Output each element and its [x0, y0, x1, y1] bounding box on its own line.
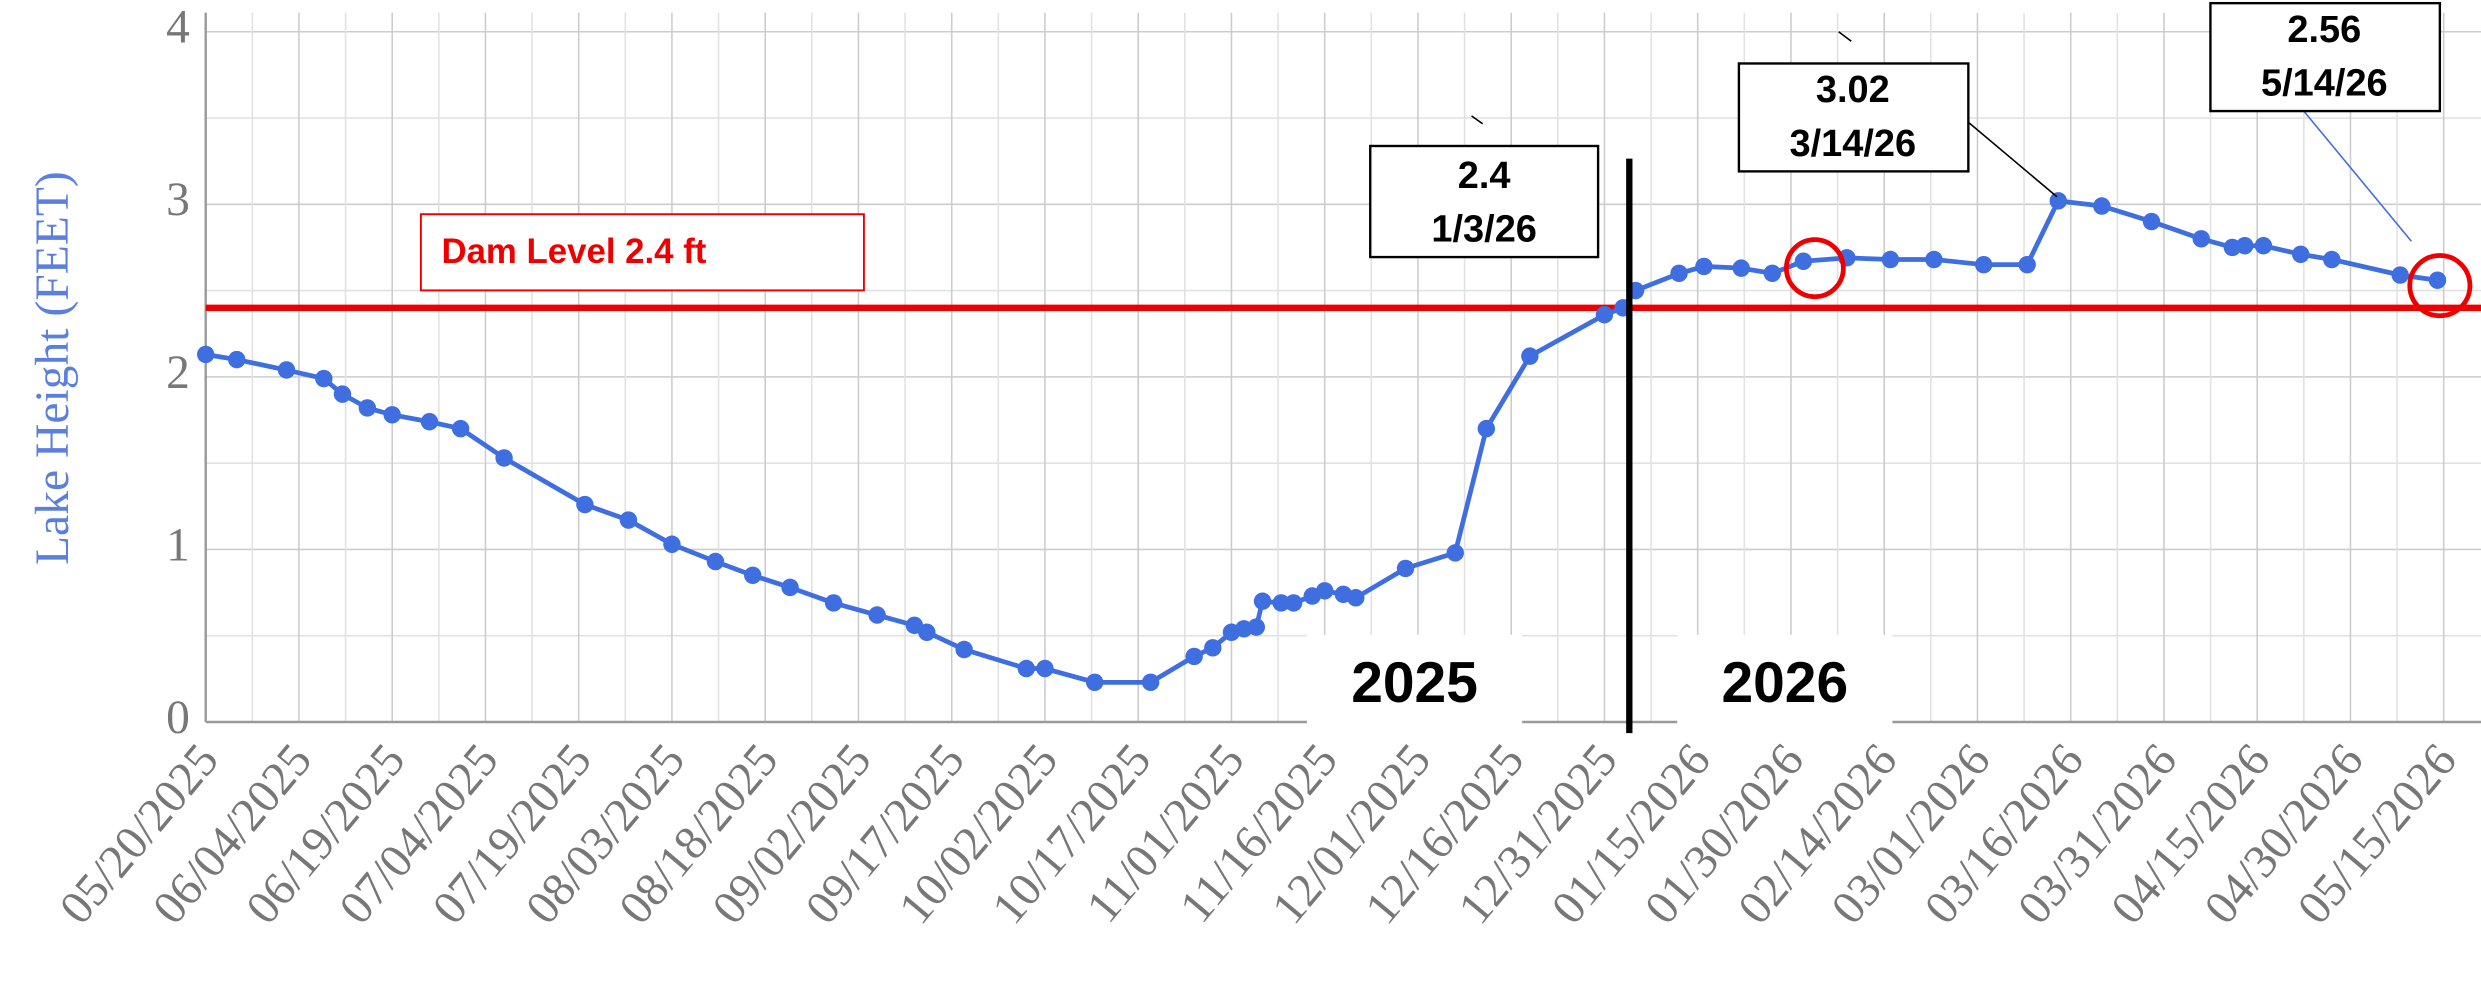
data-point — [2254, 236, 2273, 255]
data-point — [1595, 306, 1614, 324]
data-point — [1017, 659, 1035, 678]
year-label-bg — [1677, 634, 1893, 730]
data-point — [918, 623, 936, 641]
data-point — [1446, 544, 1464, 562]
data-point — [2049, 192, 2067, 210]
data-point — [2428, 271, 2447, 289]
annotation-text: 2.56 — [2287, 9, 2361, 51]
data-point — [955, 640, 973, 659]
y-tick-label: 1 — [166, 519, 190, 571]
data-point — [1881, 250, 1900, 269]
data-point — [619, 511, 638, 529]
data-point — [1521, 347, 1539, 365]
data-point — [277, 361, 296, 379]
data-point — [1185, 647, 1203, 666]
data-point — [1253, 592, 1272, 610]
data-point — [706, 552, 725, 571]
year-label: 2026 — [1721, 651, 1848, 715]
highlight-circle — [2407, 253, 2473, 319]
data-point — [1315, 582, 1334, 600]
data-point — [2292, 245, 2310, 264]
data-point — [1396, 559, 1415, 578]
data-point — [868, 606, 886, 624]
leader — [1958, 113, 2058, 198]
year-label: 2025 — [1351, 651, 1478, 715]
y-tick-label: 2 — [166, 347, 190, 399]
annotation-text: 5/14/26 — [2261, 63, 2388, 105]
annotation-box — [1369, 144, 1600, 259]
data-point — [663, 535, 681, 553]
grid — [204, 12, 2481, 723]
data-point — [495, 449, 513, 467]
data-point — [196, 345, 215, 364]
data-point — [576, 495, 594, 514]
data-point — [358, 399, 377, 417]
annotation-box — [1737, 62, 1970, 173]
annotation-box — [2209, 1, 2442, 113]
data-point — [1141, 673, 1160, 692]
leader — [1471, 115, 1484, 125]
y-tick-label: 3 — [166, 174, 190, 226]
data-point — [333, 385, 352, 403]
data-point — [420, 413, 439, 431]
leader — [2303, 110, 2412, 242]
data-point — [315, 369, 333, 388]
data-point — [1477, 419, 1496, 438]
data-point — [451, 419, 470, 438]
data-point — [1204, 639, 1222, 657]
leader — [1838, 31, 1852, 42]
data-point — [2192, 230, 2210, 248]
dam-label: Dam Level 2.4 ft — [441, 232, 706, 271]
data-point — [383, 406, 401, 424]
year-label-bg — [1306, 634, 1523, 730]
data-point — [1794, 252, 1813, 270]
data-point — [1695, 257, 1713, 276]
data-point — [1284, 594, 1303, 612]
annotation-text: 3.02 — [1816, 69, 1890, 111]
data-point — [2093, 197, 2111, 215]
data-point — [744, 566, 762, 585]
y-axis-title: Lake Height (FEET) — [27, 171, 79, 565]
data-point — [1925, 250, 1943, 269]
data-point — [1085, 673, 1104, 692]
data-point — [781, 578, 799, 597]
data-point — [2018, 255, 2036, 274]
data-point — [2323, 250, 2341, 269]
data-point — [1272, 594, 1290, 612]
data-point — [228, 350, 246, 369]
highlight-circle — [1784, 237, 1846, 300]
plot — [196, 192, 2481, 692]
data-point — [824, 594, 843, 612]
annotation-text: 3/14/26 — [1790, 123, 1917, 165]
dam-label-box — [419, 213, 865, 292]
data-point — [1974, 255, 1993, 274]
y-tick-label: 0 — [166, 692, 190, 744]
data-point — [2142, 212, 2161, 231]
data-point — [1247, 618, 1266, 636]
data-point — [1763, 264, 1782, 283]
data-point — [1347, 589, 1365, 607]
data-point — [2391, 266, 2409, 284]
data-point — [2236, 236, 2254, 255]
annotation-text: 1/3/26 — [1431, 209, 1537, 251]
annotation-text: 2.4 — [1458, 155, 1511, 197]
y-tick-label: 4 — [166, 2, 190, 54]
data-point — [1670, 264, 1688, 283]
data-point — [1732, 259, 1750, 277]
data-point — [1036, 659, 1054, 678]
